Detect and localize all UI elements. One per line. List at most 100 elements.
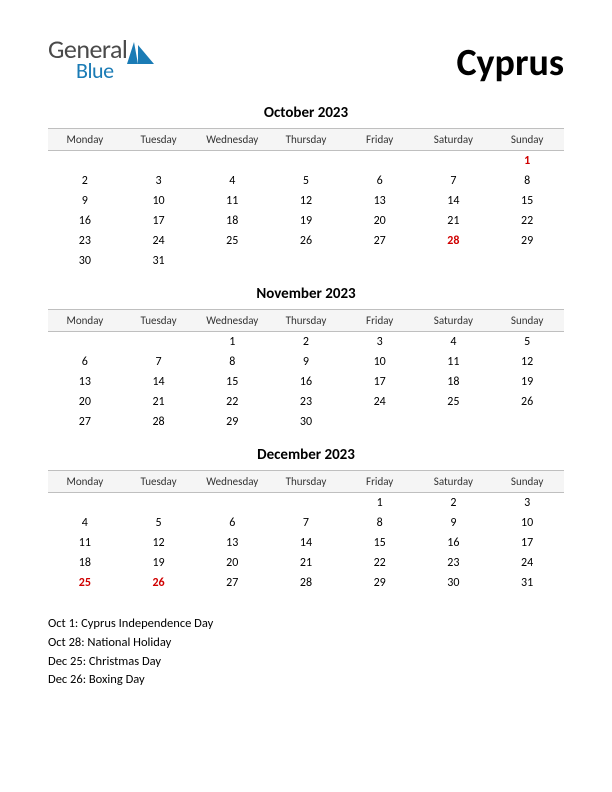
day-header: Tuesday [122,129,196,151]
calendar-cell: 25 [195,231,269,251]
calendar-cell [490,412,564,432]
holiday-entry: Oct 1: Cyprus Independence Day [48,615,564,634]
calendar-cell: 4 [417,332,491,353]
calendar-row: 6789101112 [48,352,564,372]
calendar-cell: 24 [122,231,196,251]
calendar-cell [269,493,343,514]
calendar-row: 1 [48,151,564,172]
calendar-cell: 2 [269,332,343,353]
calendar-cell: 1 [490,151,564,172]
calendar-cell: 17 [490,533,564,553]
calendar-cell: 27 [343,231,417,251]
calendar-cell [343,251,417,271]
calendar-cell: 22 [343,553,417,573]
calendar-cell: 12 [122,533,196,553]
calendar-cell: 9 [48,191,122,211]
calendar-cell: 8 [195,352,269,372]
calendar-cell: 11 [417,352,491,372]
day-header: Friday [343,310,417,332]
calendar-cell: 10 [122,191,196,211]
calendar-table: MondayTuesdayWednesdayThursdayFridaySatu… [48,309,564,432]
calendar-cell [490,251,564,271]
calendar-cell: 19 [122,553,196,573]
calendar-cell: 14 [122,372,196,392]
day-header: Saturday [417,471,491,493]
calendar-cell: 3 [490,493,564,514]
holiday-entry: Dec 26: Boxing Day [48,671,564,690]
day-header: Wednesday [195,129,269,151]
calendar-cell: 6 [195,513,269,533]
calendar-cell: 13 [195,533,269,553]
calendar-cell: 28 [417,231,491,251]
calendars-container: October 2023 MondayTuesdayWednesdayThursd… [48,104,564,593]
calendar-cell: 24 [343,392,417,412]
day-header: Tuesday [122,471,196,493]
calendar-cell: 8 [343,513,417,533]
day-header: Saturday [417,310,491,332]
calendar-cell: 31 [490,573,564,593]
day-header: Sunday [490,129,564,151]
calendar-cell: 23 [48,231,122,251]
calendar-month: October 2023 MondayTuesdayWednesdayThursd… [48,104,564,271]
calendar-cell: 31 [122,251,196,271]
calendar-cell: 12 [269,191,343,211]
calendar-cell: 6 [343,171,417,191]
calendar-cell: 10 [490,513,564,533]
calendar-cell: 11 [195,191,269,211]
calendar-table: MondayTuesdayWednesdayThursdayFridaySatu… [48,128,564,271]
day-header: Monday [48,129,122,151]
calendar-month: December 2023 MondayTuesdayWednesdayThurs… [48,446,564,593]
month-title: October 2023 [48,104,564,122]
calendar-row: 13141516171819 [48,372,564,392]
day-header: Monday [48,310,122,332]
calendar-row: 23242526272829 [48,231,564,251]
calendar-cell: 27 [48,412,122,432]
calendar-cell: 3 [343,332,417,353]
calendar-row: 11121314151617 [48,533,564,553]
calendar-cell: 9 [417,513,491,533]
calendar-cell: 19 [269,211,343,231]
calendar-cell: 17 [343,372,417,392]
calendar-cell [195,493,269,514]
calendar-cell: 13 [343,191,417,211]
calendar-cell: 26 [269,231,343,251]
calendar-cell [122,151,196,172]
month-title: December 2023 [48,446,564,464]
logo-line2: Blue [76,60,127,82]
calendar-cell [417,251,491,271]
calendar-cell: 23 [269,392,343,412]
calendar-cell [48,151,122,172]
calendar-cell: 12 [490,352,564,372]
calendar-cell: 16 [48,211,122,231]
calendar-cell: 24 [490,553,564,573]
day-header: Wednesday [195,310,269,332]
logo-mark-icon [127,38,155,69]
calendar-cell: 20 [343,211,417,231]
calendar-cell: 15 [343,533,417,553]
calendar-row: 9101112131415 [48,191,564,211]
calendar-cell: 29 [195,412,269,432]
day-header: Wednesday [195,471,269,493]
calendar-cell: 29 [490,231,564,251]
month-title: November 2023 [48,285,564,303]
calendar-cell: 14 [269,533,343,553]
calendar-cell: 28 [122,412,196,432]
calendar-row: 12345 [48,332,564,353]
calendar-row: 123 [48,493,564,514]
calendar-table: MondayTuesdayWednesdayThursdayFridaySatu… [48,470,564,593]
calendar-cell: 21 [269,553,343,573]
calendar-cell: 25 [48,573,122,593]
calendar-cell: 2 [417,493,491,514]
day-header: Tuesday [122,310,196,332]
calendar-cell: 9 [269,352,343,372]
calendar-cell: 5 [269,171,343,191]
calendar-cell: 7 [417,171,491,191]
calendar-cell: 5 [490,332,564,353]
calendar-cell [343,412,417,432]
calendar-cell: 13 [48,372,122,392]
calendar-cell: 15 [195,372,269,392]
calendar-row: 18192021222324 [48,553,564,573]
calendar-cell: 20 [48,392,122,412]
calendar-cell: 11 [48,533,122,553]
calendar-cell: 2 [48,171,122,191]
